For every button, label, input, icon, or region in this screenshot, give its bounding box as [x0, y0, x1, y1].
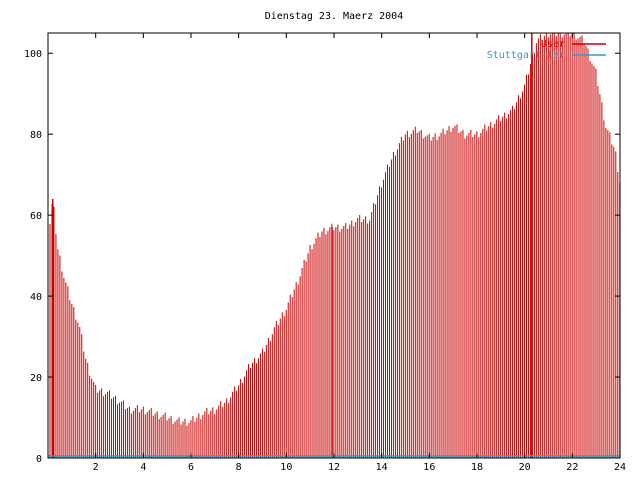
x-tick-label-7: 16 [423, 462, 435, 473]
x-tick-label-1: 4 [140, 462, 146, 473]
y-tick-label-3: 60 [30, 211, 42, 222]
chart-title: Dienstag 23. Maerz 2004 [265, 11, 403, 22]
x-tick-label-6: 14 [376, 462, 388, 473]
x-tick-label-8: 18 [471, 462, 483, 473]
y-tick-label-5: 100 [24, 49, 42, 60]
x-tick-label-5: 12 [328, 462, 340, 473]
y-tick-label-0: 0 [36, 454, 42, 465]
x-tick-label-4: 10 [280, 462, 292, 473]
x-tick-label-0: 2 [93, 462, 99, 473]
legend-label-0: User [541, 39, 565, 50]
y-tick-label-2: 40 [30, 292, 42, 303]
user-bars [47, 33, 621, 458]
x-tick-label-3: 8 [236, 462, 242, 473]
y-tick-label-1: 20 [30, 373, 42, 384]
x-tick-label-11: 24 [614, 462, 626, 473]
x-tick-label-2: 6 [188, 462, 194, 473]
x-tick-label-9: 20 [519, 462, 531, 473]
x-tick-label-10: 22 [566, 462, 578, 473]
legend-label-1: Stuttgart-ler [487, 50, 565, 61]
y-tick-label-4: 80 [30, 130, 42, 141]
